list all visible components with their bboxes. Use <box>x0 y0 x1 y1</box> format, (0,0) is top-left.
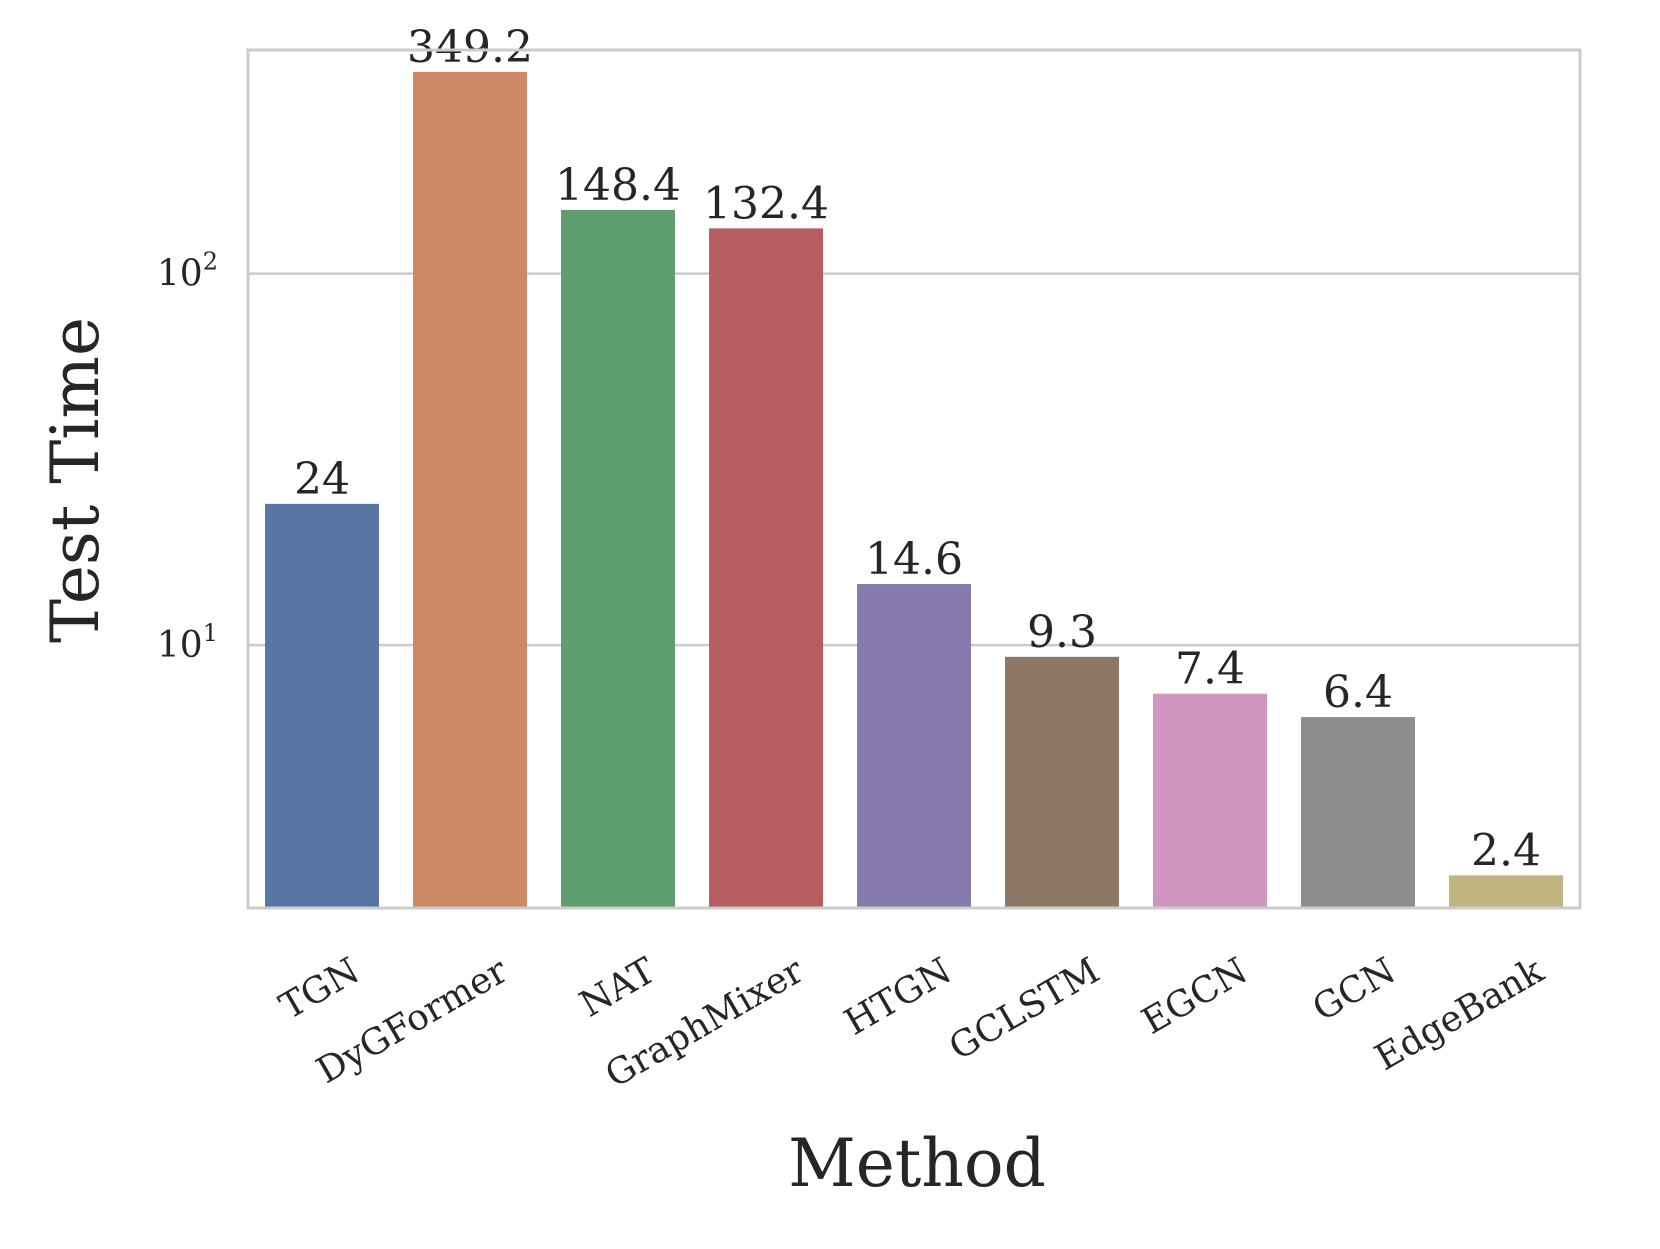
y-tick-label: 101 <box>157 619 218 666</box>
bar-value-label: 24 <box>294 454 350 505</box>
y-tick-label: 102 <box>157 248 218 295</box>
y-axis-title: Test Time <box>37 317 114 643</box>
axes-frame <box>246 48 1582 910</box>
bar-value-label: 349.2 <box>407 22 533 73</box>
bar-value-label: 6.4 <box>1323 667 1393 718</box>
x-tick-label: TGN <box>273 950 366 1028</box>
bar-value-labels: 24 349.2 148.4 132.4 14.6 9.3 7.4 6.4 2.4 <box>294 22 1541 876</box>
bars <box>265 71 1563 908</box>
y-tick-base: 10 <box>157 254 203 295</box>
bar-value-label: 9.3 <box>1027 607 1097 658</box>
bar-graphmixer <box>709 228 823 908</box>
bar-edgebank <box>1449 875 1563 908</box>
y-tick-exponent: 2 <box>203 248 218 276</box>
bar-egcn <box>1153 693 1267 908</box>
x-tick-label: EGCN <box>1135 950 1254 1043</box>
x-tick-label: GCLSTM <box>942 950 1106 1068</box>
bar-tgn <box>265 503 379 908</box>
bar-value-label: 132.4 <box>703 178 829 229</box>
x-tick-label: HTGN <box>838 950 959 1043</box>
bar-htgn <box>857 584 971 908</box>
x-axis-title: Method <box>788 1125 1046 1202</box>
bar-gcn <box>1301 717 1415 908</box>
plot-frame <box>246 48 1582 910</box>
bar-value-label: 2.4 <box>1471 825 1541 876</box>
y-tick-exponent: 1 <box>203 619 218 647</box>
x-tick-label: NAT <box>573 950 662 1025</box>
bar-value-label: 14.6 <box>865 534 963 585</box>
x-tick-label: EdgeBank <box>1368 950 1551 1079</box>
bar-value-label: 7.4 <box>1175 644 1245 695</box>
bar-value-label: 148.4 <box>555 160 681 211</box>
bar-gclstm <box>1005 656 1119 908</box>
bar-dygformer <box>413 71 527 908</box>
y-tick-base: 10 <box>157 625 203 666</box>
bar-nat <box>561 209 675 908</box>
x-tick-label: GCN <box>1306 950 1403 1029</box>
